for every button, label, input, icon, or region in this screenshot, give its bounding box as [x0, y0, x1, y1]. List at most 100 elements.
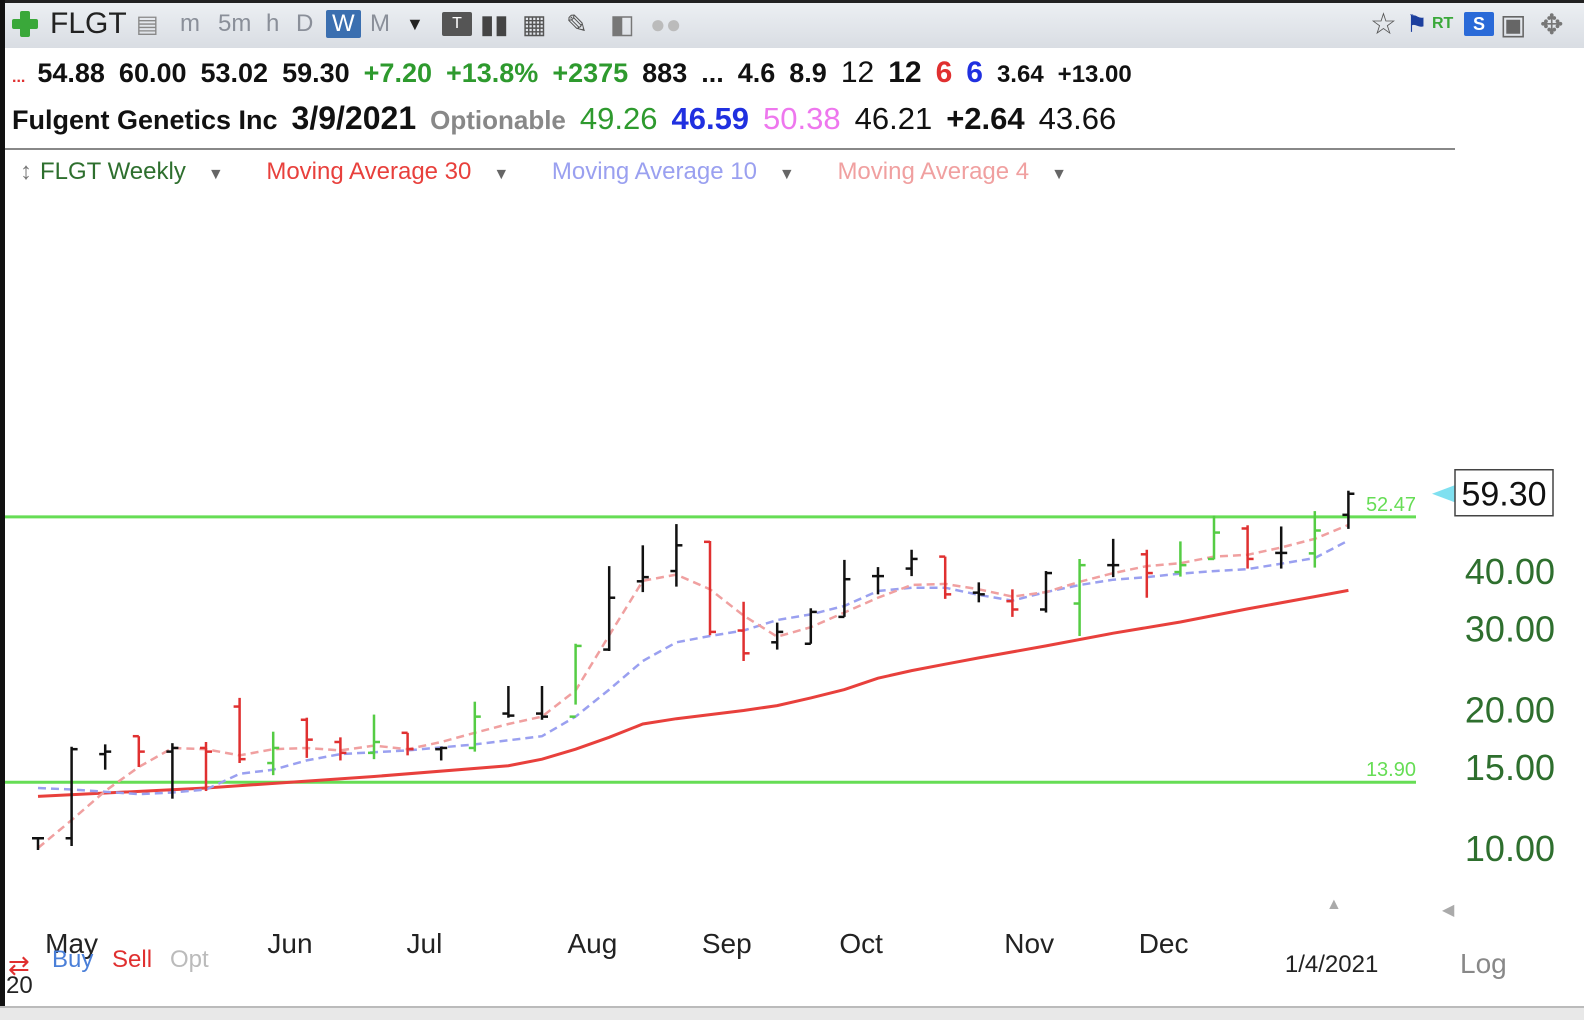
ohlc-bar — [670, 524, 683, 587]
low-price: 53.02 — [200, 58, 269, 88]
legend-ma4-label: Moving Average 4 — [837, 158, 1030, 185]
stat-5: 6 — [935, 56, 953, 89]
last-price-marker — [1432, 484, 1456, 503]
ohlc-bar — [166, 743, 179, 799]
period-5m-button[interactable]: 5m — [218, 10, 252, 37]
period-m-button[interactable]: m — [180, 10, 200, 37]
ohlc-bar — [1308, 511, 1321, 568]
star-icon[interactable]: ☆ — [1370, 7, 1397, 41]
y-tick-label: 30.00 — [1465, 609, 1555, 650]
ohlc-bar — [905, 549, 918, 577]
ohlc-bar — [401, 731, 414, 756]
stat-6: 6 — [966, 56, 983, 89]
period-d-button[interactable]: D — [296, 10, 314, 37]
legend-series-label: FLGT Weekly — [40, 158, 186, 185]
ohlc-bar — [368, 714, 380, 760]
volume-change: +2375 — [552, 58, 629, 88]
y-tick-label: 20.00 — [1465, 690, 1555, 731]
year-label: 20 — [6, 972, 33, 999]
y-tick-label: 40.00 — [1465, 551, 1555, 592]
add-chart-icon[interactable] — [10, 9, 40, 39]
optionable-label: Optionable — [430, 105, 566, 135]
stat-1: 4.6 — [737, 58, 776, 88]
ohlc-bar — [838, 559, 851, 619]
realtime-icon[interactable]: RT — [1432, 15, 1454, 32]
ohlc-bar — [1140, 549, 1153, 598]
ohlc-bar — [1275, 526, 1288, 569]
ohlc-bar — [65, 746, 78, 847]
stat-2: 8.9 — [789, 58, 827, 88]
text-tool-icon[interactable]: T — [442, 12, 472, 36]
last-price-label: 59.30 — [1461, 476, 1546, 514]
ohlc-bar — [132, 734, 145, 767]
open-price: 54.88 — [37, 58, 105, 88]
ohlc-bar — [1241, 525, 1254, 569]
ohlc-bar — [1342, 490, 1355, 529]
layout-icon[interactable]: ◧ — [610, 8, 635, 39]
save-icon[interactable]: ▣ — [1500, 8, 1527, 40]
ohlc-bar — [536, 685, 548, 720]
period-dropdown-icon[interactable]: ▼ — [406, 13, 424, 34]
ohlc-bar — [1006, 589, 1019, 617]
quote-date: 3/9/2021 — [291, 100, 417, 136]
legend-series-dropdown-icon[interactable]: ▼ — [207, 166, 224, 183]
legend-ma10-dropdown-icon[interactable]: ▼ — [778, 166, 795, 183]
last-price-box — [1454, 468, 1554, 517]
pencil-icon[interactable]: ✎ — [566, 8, 588, 39]
symbol-input[interactable]: FLGT — [50, 7, 127, 40]
x-month-label: Nov — [1004, 928, 1054, 959]
ma30-line — [37, 588, 1349, 798]
x-month-label: Jul — [407, 928, 443, 959]
log-scale-toggle[interactable]: Log — [1460, 948, 1507, 979]
legend-ma30[interactable]: Moving Average 30 ▼ — [266, 158, 527, 185]
legend-ma4[interactable]: Moving Average 4 ▼ — [837, 158, 1085, 185]
drag-handle-icon[interactable]: ↕ — [20, 158, 32, 185]
trade-icon[interactable]: ⇄ — [8, 950, 30, 980]
ohlc-bar — [468, 701, 481, 752]
x-month-label: Oct — [839, 928, 883, 959]
sell-button[interactable]: Sell — [112, 946, 153, 973]
legend-ma30-dropdown-icon[interactable]: ▼ — [493, 166, 510, 183]
table-icon[interactable]: ▦ — [522, 8, 547, 39]
horizontal-line-label-0: 52.47 — [1366, 494, 1416, 516]
ohlc-bar — [872, 567, 884, 595]
ohlc-bar — [771, 622, 784, 650]
high-price: 60.00 — [118, 58, 187, 88]
scanner-icon[interactable]: S — [1464, 12, 1494, 36]
stat-4: 12 — [888, 56, 922, 89]
bar-chart-icon[interactable]: ▮▮ — [480, 8, 509, 39]
x-month-label: Jun — [267, 928, 312, 959]
volume: 883 — [642, 58, 688, 88]
period-mo-button[interactable]: M — [370, 10, 390, 37]
ohlc-bar — [1040, 571, 1052, 613]
ohlc-bar — [1073, 558, 1086, 636]
legend-series[interactable]: ↕ FLGT Weekly ▼ — [20, 158, 242, 185]
scroll-left-icon[interactable]: ◀ — [1442, 902, 1455, 919]
buy-button[interactable]: Buy — [52, 946, 94, 973]
y-tick-label: 15.00 — [1465, 747, 1555, 788]
ma10-line — [37, 539, 1349, 796]
period-h-button[interactable]: h — [266, 10, 280, 37]
ohlc-bar — [99, 744, 112, 770]
legend-ma4-dropdown-icon[interactable]: ▼ — [1051, 166, 1067, 183]
ohlc-bar — [200, 741, 212, 792]
quote-ellipsis: ... — [12, 69, 26, 86]
ohlc-bar — [435, 746, 448, 761]
scroll-up-icon[interactable]: ▲ — [1326, 896, 1342, 913]
quote-ellipsis-2: ... — [701, 58, 724, 88]
link-icon[interactable]: ●● — [650, 8, 682, 39]
period-w-button[interactable]: W — [326, 10, 361, 38]
move-icon[interactable]: ✥ — [1540, 8, 1564, 40]
ref-value: 43.66 — [1038, 101, 1117, 136]
options-button[interactable]: Opt — [170, 946, 209, 973]
print-icon[interactable]: ▤ — [136, 10, 159, 38]
ohlc-bar — [1208, 515, 1220, 561]
flag-icon[interactable]: ⚑ — [1406, 10, 1428, 38]
ma4-value: 50.38 — [763, 101, 841, 136]
legend-ma10[interactable]: Moving Average 10 ▼ — [552, 158, 813, 185]
ma4-line — [37, 523, 1349, 849]
x-month-label: Sep — [702, 928, 752, 959]
ohlc-bar — [704, 540, 716, 636]
ohlc-bar — [569, 643, 582, 718]
